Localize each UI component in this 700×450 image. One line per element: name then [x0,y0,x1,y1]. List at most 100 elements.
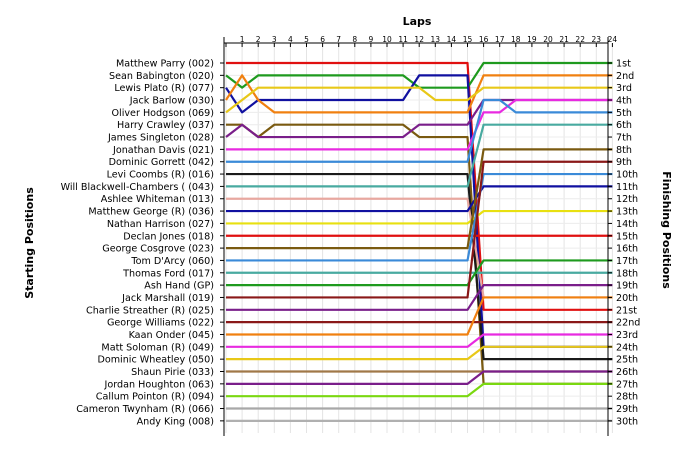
series-line [226,209,613,225]
finishing-position-label: 6th [616,120,632,131]
driver-label: Matthew George (R) (036) [88,207,214,218]
finishing-position-label: 18th [616,268,638,279]
lap-tick-label: 4 [288,35,293,44]
driver-label: Harry Crawley (037) [117,120,214,131]
driver-label: Declan Jones (018) [123,231,214,242]
lap-tick-label: 20 [543,35,553,44]
starting-positions-axis-title: Starting Positions [23,187,36,299]
lap-tick-label: 7 [336,35,341,44]
lap-tick-label: 17 [495,35,505,44]
lap-tick-label: 6 [320,35,325,44]
series-line [226,259,613,287]
lap-tick-label: 21 [559,35,569,44]
finishing-position-label: 15th [616,231,638,242]
driver-label: Jordan Houghton (063) [104,379,214,390]
series-line [226,98,613,163]
lap-tick-label: 2 [256,35,261,44]
lap-tick-label: 18 [511,35,521,44]
lap-tick-label: 1 [240,35,245,44]
finishing-position-label: 11th [616,182,638,193]
lap-tick-label: 12 [414,35,424,44]
finishing-position-label: 23rd [616,330,638,341]
driver-label: Dominic Wheatley (050) [97,355,214,366]
driver-label: Dominic Gorrett (042) [109,157,214,168]
lap-tick-label: 19 [527,35,537,44]
driver-label: James Singleton (028) [107,133,214,144]
lap-tick-label: 14 [447,35,457,44]
driver-label: Tom D'Arcy (060) [130,256,214,267]
lap-tick-label: 10 [382,35,392,44]
finishing-position-label: 27th [616,379,638,390]
driver-label: Jonathan Davis (021) [112,145,214,156]
finishing-position-label: 26th [616,367,638,378]
driver-label: Matt Soloman (R) (049) [101,342,214,353]
lap-tick-label: 15 [463,35,473,44]
driver-label: George Cosgrove (023) [102,244,214,255]
finishing-position-label: 10th [616,170,638,181]
finishing-position-label: 28th [616,392,638,403]
driver-label: Nathan Harrison (027) [107,219,214,230]
driver-label: Lewis Plato (R) (077) [114,83,214,94]
series-line [226,284,613,311]
driver-label: Jack Marshall (019) [121,293,214,304]
lap-tick-label: 5 [304,35,309,44]
driver-label: Ashlee Whiteman (013) [101,194,214,205]
series-line [226,148,613,250]
driver-label: Thomas Ford (017) [122,268,214,279]
series-line [226,98,613,151]
lap-tick-label: 13 [431,35,441,44]
lap-tick-labels: 1 2 3 4 5 6 7 8 9 10 11 12 13 14 15 16 17 18 19 20 21 22 23 24 [240,35,618,44]
series-line [226,172,613,262]
lap-tick-label: 9 [369,35,374,44]
finishing-position-label: 22nd [616,318,640,329]
driver-label: Matthew Parry (002) [116,59,214,70]
finishing-position-label: 21st [616,305,637,316]
series-line [226,61,613,311]
driver-label: Will Blackwell-Chambers ( (043) [61,182,214,193]
finishing-position-label: 1st [616,59,631,70]
finishing-position-label: 2nd [616,71,634,82]
finishing-position-label: 5th [616,108,632,119]
driver-label: Charlie Streather (R) (025) [86,305,214,316]
series-line [226,185,613,213]
lap-tick-label: 22 [575,35,585,44]
finishing-position-label: 25th [616,355,638,366]
series-line [226,160,613,299]
finishing-position-label: 20th [616,293,638,304]
driver-label: Ash Hand (GP) [144,281,214,292]
series-line [225,74,613,114]
driver-label: Jack Barlow (030) [129,96,214,107]
lap-tick-label: 3 [272,35,277,44]
finishing-position-label: 30th [616,416,638,427]
driver-label: Andy King (008) [137,416,214,427]
finishing-position-label: 4th [616,96,632,107]
lap-tick-label: 8 [352,35,357,44]
series-line [226,296,613,336]
driver-label: Shaun Pirie (033) [131,367,214,378]
finishing-position-label: 13th [616,207,638,218]
finishing-position-label: 8th [616,145,632,156]
chart-axes [220,37,613,436]
series-line [226,123,613,188]
driver-label: Oliver Hodgson (069) [111,108,214,119]
driver-label: Cameron Twynham (R) (066) [76,404,214,415]
finishing-position-label: 12th [616,194,638,205]
starting-position-labels: Matthew Parry (002)Sean Babington (020)L… [61,59,214,428]
finishing-position-label: 14th [616,219,638,230]
finishing-position-label: 24th [616,342,638,353]
finishing-position-label: 7th [616,133,632,144]
driver-label: Callum Pointon (R) (094) [96,392,214,403]
lap-tick-label: 16 [479,35,489,44]
series-line [225,86,613,114]
finishing-position-label: 16th [616,244,638,255]
finishing-position-label: 29th [616,404,638,415]
series-lines [225,61,613,422]
driver-label: Sean Babington (020) [109,71,214,82]
series-line [226,382,613,398]
lap-tick-label: 24 [608,35,618,44]
series-line [226,172,613,361]
finishing-position-label: 3rd [616,83,632,94]
series-line [226,345,613,361]
